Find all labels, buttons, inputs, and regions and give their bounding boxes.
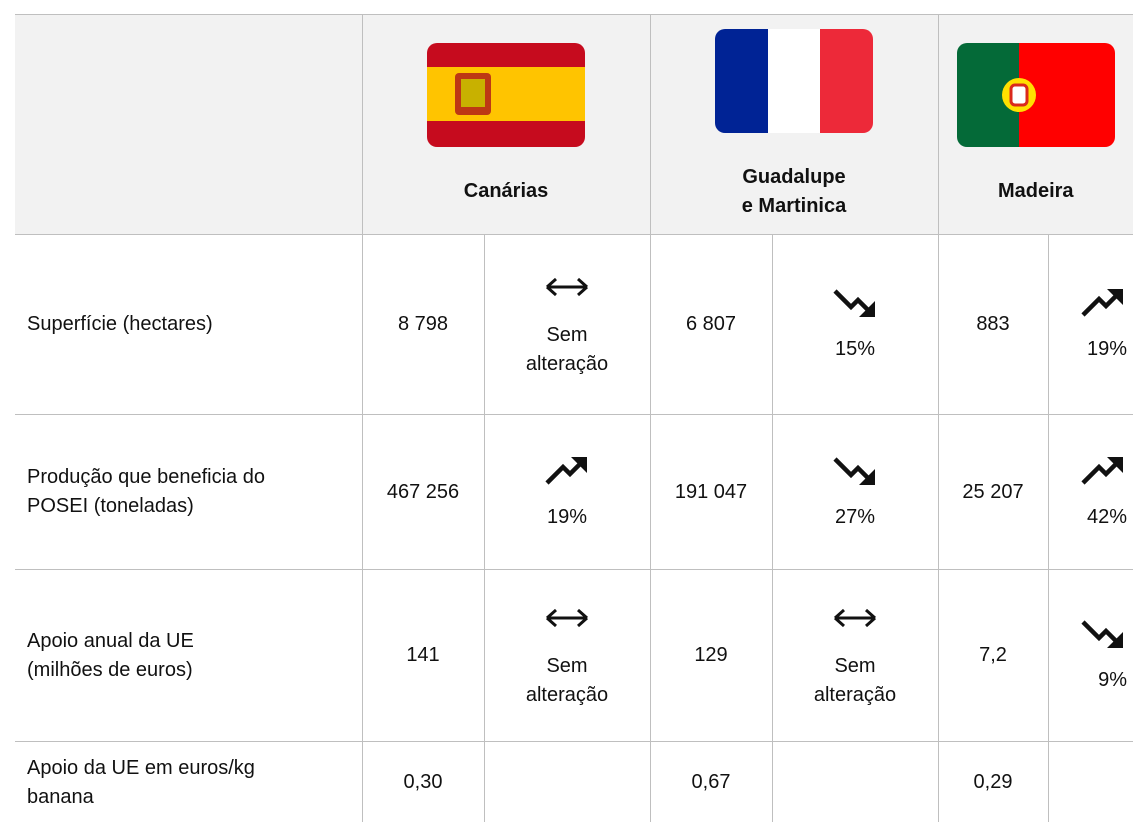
trend: Sem alteração xyxy=(483,569,650,742)
trend-arrow xyxy=(833,456,875,485)
trend-arrow xyxy=(1081,289,1123,317)
value: 0,29 xyxy=(937,741,1048,822)
row-label: Apoio anual da UE (milhões de euros) xyxy=(15,569,362,742)
value: 7,2 xyxy=(937,569,1048,742)
change: Sem alteração xyxy=(525,654,609,706)
trend-arrow xyxy=(1081,456,1123,485)
trend-arrow xyxy=(546,608,588,627)
header-row: Canárias Guadalupe e Martinica Madeira xyxy=(15,14,1133,235)
trend: 15% xyxy=(771,234,938,415)
change: 42% xyxy=(1086,505,1127,528)
region-name: Canárias xyxy=(463,180,549,202)
row-label: Produção que beneficia do POSEI (tonelad… xyxy=(15,414,362,570)
corner xyxy=(15,14,362,235)
value: 883 xyxy=(937,234,1048,415)
value: 0,30 xyxy=(361,741,484,822)
region-header: Guadalupe e Martinica xyxy=(649,14,938,235)
change: 19% xyxy=(1086,338,1127,360)
trend-arrow xyxy=(546,277,588,296)
value: 25 207 xyxy=(937,414,1048,570)
region-header: Canárias xyxy=(361,14,650,235)
trend xyxy=(1047,741,1133,822)
trend xyxy=(483,741,650,822)
trend-arrow xyxy=(833,289,875,317)
region-header: Madeira xyxy=(937,14,1133,235)
trend: Sem alteração xyxy=(483,234,650,415)
change: Sem alteração xyxy=(525,323,609,375)
value: 191 047 xyxy=(649,414,772,570)
region-name: Madeira xyxy=(997,180,1074,202)
trend: 19% xyxy=(1047,234,1133,415)
trend xyxy=(771,741,938,822)
value: 467 256 xyxy=(361,414,484,570)
region-name: Guadalupe e Martinica xyxy=(741,165,847,217)
row: Apoio da UE em euros/kg banana 0,30 0,67 0,… xyxy=(15,741,1133,822)
row-label: Apoio da UE em euros/kg banana xyxy=(15,741,362,822)
value: 0,67 xyxy=(649,741,772,822)
table-wrap: Canárias Guadalupe e Martinica Madeira Sup… xyxy=(15,14,1133,822)
flag xyxy=(715,28,873,133)
change: 9% xyxy=(1098,669,1127,691)
row: Superfície (hectares) 8 798 Sem alteração 6… xyxy=(15,234,1133,415)
value: 141 xyxy=(361,569,484,742)
row-label: Superfície (hectares) xyxy=(15,234,362,415)
trend: 9% xyxy=(1047,569,1133,742)
trend-arrow xyxy=(1081,620,1123,648)
comparison-table: Canárias Guadalupe e Martinica Madeira Sup… xyxy=(15,14,1133,822)
trend-arrow xyxy=(834,608,876,627)
change: 19% xyxy=(546,505,588,528)
flag xyxy=(427,43,585,147)
change: 15% xyxy=(834,338,876,360)
change: Sem alteração xyxy=(813,654,897,706)
flag xyxy=(956,43,1115,147)
trend: 42% xyxy=(1047,414,1133,570)
trend-arrow xyxy=(545,456,587,485)
trend: 27% xyxy=(771,414,938,570)
value: 6 807 xyxy=(649,234,772,415)
trend: Sem alteração xyxy=(771,569,938,742)
change: 27% xyxy=(834,505,876,528)
value: 8 798 xyxy=(361,234,484,415)
row: Apoio anual da UE (milhões de euros) 141 S… xyxy=(15,569,1133,742)
value: 129 xyxy=(649,569,772,742)
trend: 19% xyxy=(483,414,650,570)
row: Produção que beneficia do POSEI (tonelad… xyxy=(15,414,1133,570)
